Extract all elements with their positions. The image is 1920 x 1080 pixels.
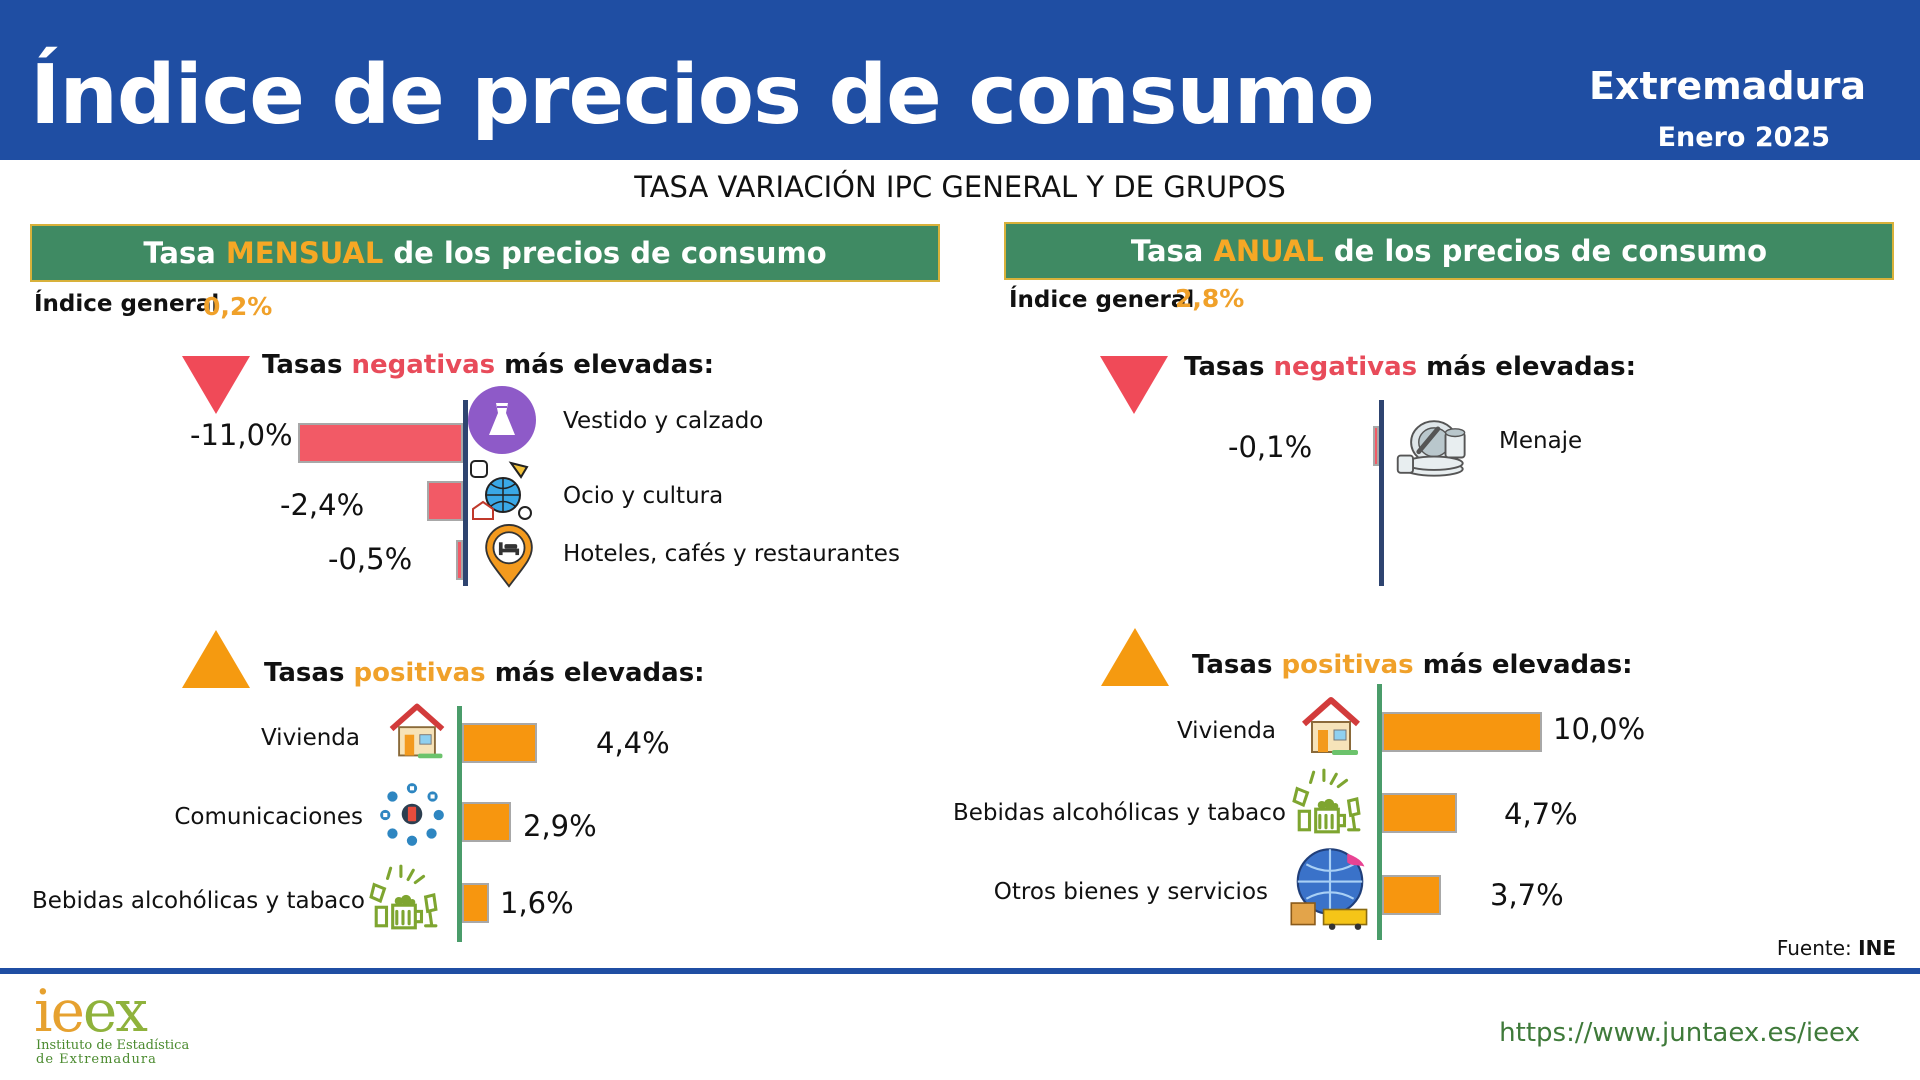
logo-letter-e2: e xyxy=(82,977,117,1045)
chart-1-bar-2 xyxy=(462,883,490,923)
logo-subtitle-line2: de Extremadura xyxy=(36,1052,157,1067)
page-title: Índice de precios de consumo xyxy=(30,48,1375,143)
chart-1-value-label-2: 1,6% xyxy=(500,886,574,920)
monthly-banner-post: de los precios de consumo xyxy=(383,236,827,270)
annual-banner-pre: Tasa xyxy=(1130,234,1214,268)
monthly-banner-pre: Tasa xyxy=(143,236,226,270)
chart-0-axis xyxy=(463,400,468,586)
drinks-icon xyxy=(1291,766,1363,838)
chart-3-category-label-1: Bebidas alcohólicas y tabaco xyxy=(952,800,1286,826)
ieex-logo: ieex xyxy=(34,982,148,1040)
monthly-positive-triangle-icon xyxy=(182,630,250,688)
annual-positive-triangle-icon xyxy=(1101,628,1169,686)
annual-pos-head-pre: Tasas xyxy=(1192,650,1282,680)
chart-0-value-label-1: -2,4% xyxy=(280,488,365,522)
monthly-general-value: 0,2% xyxy=(203,292,273,321)
annual-negative-triangle-icon xyxy=(1100,356,1168,414)
chart-1-axis xyxy=(457,706,462,942)
chart-1-bar-1 xyxy=(462,802,512,842)
monthly-pos-head-hl: positivas xyxy=(353,658,486,688)
chart-subtitle: TASA VARIACIÓN IPC GENERAL Y DE GRUPOS xyxy=(634,170,1286,204)
monthly-banner-highlight: MENSUAL xyxy=(225,236,384,270)
chart-1-bar-0 xyxy=(462,723,537,763)
chart-2-value-label-0: -0,1% xyxy=(1228,430,1313,464)
annual-banner: Tasa ANUAL de los precios de consumo xyxy=(1004,222,1894,280)
annual-pos-head-hl: positivas xyxy=(1281,650,1414,680)
chart-3-bar-0 xyxy=(1382,712,1542,752)
chart-3-bar-2 xyxy=(1382,875,1442,915)
monthly-neg-head-post: más elevadas: xyxy=(495,350,715,380)
chart-2-axis xyxy=(1379,400,1384,586)
monthly-banner: Tasa MENSUAL de los precios de consumo xyxy=(30,224,940,282)
annual-neg-head-pre: Tasas xyxy=(1184,352,1274,382)
region-label: Extremadura xyxy=(1588,64,1866,108)
annual-general-label: Índice general xyxy=(1009,287,1195,313)
chart-3-axis xyxy=(1377,684,1382,940)
chart-3-value-label-0: 10,0% xyxy=(1553,712,1646,746)
chart-2-category-label-0: Menaje xyxy=(1499,428,1583,454)
monthly-pos-head-pre: Tasas xyxy=(264,658,354,688)
hotel-pin-icon xyxy=(477,524,541,588)
source-note: Fuente: INE xyxy=(1777,936,1896,960)
chart-0-bar-0 xyxy=(298,423,463,463)
chart-3-value-label-2: 3,7% xyxy=(1490,878,1564,912)
chart-3-category-label-0: Vivienda xyxy=(1176,718,1276,744)
monthly-neg-head-hl: negativas xyxy=(351,350,496,380)
chart-0-category-label-1: Ocio y cultura xyxy=(563,483,724,509)
website-link[interactable]: https://www.juntaex.es/ieex xyxy=(1499,1018,1860,1048)
footer-divider xyxy=(0,968,1920,974)
logo-letter-x: x xyxy=(115,977,148,1045)
dishes-icon xyxy=(1392,404,1478,490)
annual-banner-post: de los precios de consumo xyxy=(1323,234,1768,268)
logo-letter-i: i xyxy=(34,977,53,1045)
annual-positive-heading: Tasas positivas más elevadas: xyxy=(1192,650,1633,680)
house-icon xyxy=(1296,690,1366,760)
chart-1-category-label-1: Comunicaciones xyxy=(174,804,363,830)
monthly-pos-head-post: más elevadas: xyxy=(485,658,705,688)
theater-globe-icon xyxy=(467,457,537,527)
source-value: INE xyxy=(1858,936,1896,960)
chart-1-value-label-0: 4,4% xyxy=(596,726,670,760)
drinks-icon xyxy=(368,862,440,934)
monthly-negative-triangle-icon xyxy=(182,356,250,414)
source-label: Fuente: xyxy=(1776,936,1859,960)
house-icon xyxy=(384,697,450,763)
chart-3-category-label-2: Otros bienes y servicios xyxy=(993,879,1268,905)
chart-3-value-label-1: 4,7% xyxy=(1504,797,1578,831)
globe-services-icon xyxy=(1287,845,1373,931)
chart-0-bar-1 xyxy=(427,481,463,521)
logo-subtitle-line1: Instituto de Estadística xyxy=(36,1038,190,1053)
monthly-positive-heading: Tasas positivas más elevadas: xyxy=(264,658,705,688)
header-bar: Índice de precios de consumo Extremadura… xyxy=(0,0,1920,160)
chart-2-bar-0 xyxy=(1373,426,1379,466)
annual-neg-head-post: más elevadas: xyxy=(1417,352,1637,382)
annual-general-value: 2,8% xyxy=(1175,284,1245,313)
annual-banner-highlight: ANUAL xyxy=(1213,234,1324,268)
chart-0-category-label-0: Vestido y calzado xyxy=(563,408,764,434)
chart-1-category-label-0: Vivienda xyxy=(260,725,360,751)
monthly-neg-head-pre: Tasas xyxy=(262,350,352,380)
chart-1-category-label-2: Bebidas alcohólicas y tabaco xyxy=(31,888,365,914)
dress-icon xyxy=(467,385,537,455)
chart-3-bar-1 xyxy=(1382,793,1458,833)
communications-icon xyxy=(376,778,448,850)
period-label: Enero 2025 xyxy=(1657,122,1830,153)
chart-1-value-label-1: 2,9% xyxy=(523,809,597,843)
logo-letter-e1: e xyxy=(50,977,85,1045)
chart-0-bar-2 xyxy=(455,540,463,580)
monthly-negative-heading: Tasas negativas más elevadas: xyxy=(262,350,714,380)
chart-0-value-label-0: -11,0% xyxy=(190,418,293,452)
chart-0-value-label-2: -0,5% xyxy=(328,542,413,576)
monthly-general-label: Índice general xyxy=(34,291,220,317)
annual-neg-head-hl: negativas xyxy=(1273,352,1418,382)
annual-negative-heading: Tasas negativas más elevadas: xyxy=(1184,352,1636,382)
chart-0-category-label-2: Hoteles, cafés y restaurantes xyxy=(563,541,900,567)
annual-pos-head-post: más elevadas: xyxy=(1413,650,1633,680)
